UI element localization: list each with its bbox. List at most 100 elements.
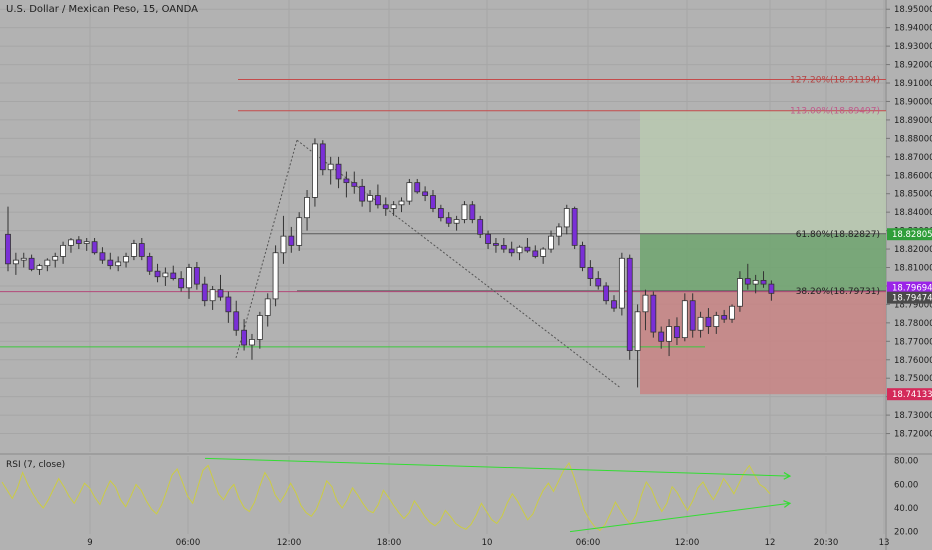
candle bbox=[437, 204, 444, 222]
candle-body bbox=[642, 294, 649, 313]
candle-body bbox=[532, 250, 539, 257]
candle bbox=[241, 319, 248, 351]
candle-body bbox=[390, 204, 397, 209]
rsi-trendline[interactable] bbox=[204, 457, 791, 477]
candle bbox=[319, 140, 326, 176]
candle bbox=[611, 295, 617, 312]
price-tick-label: 18.72000 bbox=[894, 430, 932, 440]
candle bbox=[469, 201, 476, 224]
candle-body bbox=[288, 235, 295, 246]
candle-body bbox=[414, 182, 421, 193]
rsi-tick-label: 80.00 bbox=[894, 457, 918, 467]
candle-body bbox=[115, 261, 122, 267]
candle bbox=[225, 291, 232, 323]
candle-body bbox=[12, 259, 19, 265]
price-tag-last bbox=[887, 281, 932, 294]
candle bbox=[485, 230, 491, 250]
fib-retracement-tool[interactable] bbox=[235, 139, 621, 388]
price-tick-label: 18.79000 bbox=[894, 300, 932, 310]
candle-body bbox=[186, 267, 192, 289]
candle bbox=[461, 201, 468, 224]
candle-body bbox=[256, 315, 263, 340]
candle-body bbox=[131, 243, 137, 257]
candle-body bbox=[697, 316, 704, 331]
candle bbox=[705, 308, 712, 334]
candle bbox=[233, 300, 240, 336]
candle bbox=[430, 190, 436, 213]
candle-body bbox=[374, 195, 381, 206]
rsi-trendline[interactable] bbox=[569, 502, 791, 533]
rsi-title[interactable]: RSI (7, close) bbox=[6, 460, 66, 470]
candle bbox=[193, 261, 200, 290]
candle bbox=[304, 190, 310, 231]
candle bbox=[414, 178, 421, 194]
candle-body bbox=[500, 244, 507, 250]
candle bbox=[107, 252, 114, 270]
time-axis[interactable]: 9 06:00 12:00 18:00 10 06:00 12:00 12 20:30 13 bbox=[87, 538, 889, 548]
candle bbox=[729, 304, 735, 323]
candle bbox=[579, 241, 586, 272]
price-tick-label: 18.76000 bbox=[894, 356, 932, 366]
time-tick-label: 12:00 bbox=[277, 538, 302, 548]
candle-body bbox=[493, 243, 499, 246]
candle bbox=[359, 178, 366, 207]
rsi-line bbox=[1, 462, 771, 532]
candle-body bbox=[28, 257, 35, 270]
candle bbox=[20, 252, 27, 268]
candle-body bbox=[721, 315, 728, 320]
stop-zone bbox=[640, 291, 886, 395]
candle bbox=[374, 184, 381, 209]
price-tick-label: 18.73000 bbox=[894, 411, 932, 421]
price-tag-label: 18.79474 bbox=[892, 294, 932, 304]
price-tick-label: 18.91000 bbox=[894, 79, 932, 89]
candle-body bbox=[99, 252, 106, 261]
candle bbox=[280, 215, 287, 264]
candle-body bbox=[398, 200, 405, 206]
candle bbox=[68, 237, 74, 253]
candle bbox=[249, 333, 255, 360]
fib-trend-line[interactable] bbox=[235, 140, 298, 359]
rsi-pane[interactable]: 80.00 60.00 40.00 20.00 bbox=[1, 457, 918, 538]
candle-body bbox=[343, 178, 350, 184]
candle bbox=[642, 289, 649, 331]
candle bbox=[713, 311, 720, 334]
position-zones bbox=[640, 110, 886, 395]
candle bbox=[500, 237, 507, 253]
price-tick-label: 18.95000 bbox=[894, 5, 932, 15]
time-tick-label: 10 bbox=[482, 538, 493, 548]
candle-body bbox=[272, 252, 279, 300]
candle-body bbox=[249, 339, 255, 346]
candle-body bbox=[162, 272, 169, 278]
candle bbox=[335, 156, 342, 189]
candle bbox=[264, 293, 271, 327]
candle bbox=[477, 215, 484, 238]
candle-body bbox=[154, 270, 161, 278]
candle-body bbox=[713, 315, 720, 327]
candle-body bbox=[319, 143, 326, 171]
candle bbox=[209, 285, 216, 310]
candle-body bbox=[422, 191, 429, 196]
candle bbox=[493, 237, 499, 253]
candle bbox=[272, 245, 279, 307]
candle bbox=[674, 317, 680, 345]
candle bbox=[595, 271, 602, 290]
candle-body bbox=[68, 239, 74, 246]
candle-body bbox=[296, 217, 303, 246]
candle bbox=[618, 252, 625, 316]
price-tick-label: 18.81000 bbox=[894, 264, 932, 274]
candle-body bbox=[44, 259, 51, 267]
candle bbox=[256, 311, 263, 349]
candle bbox=[351, 171, 358, 194]
time-tick-label: 06:00 bbox=[576, 538, 601, 548]
candle-body bbox=[382, 204, 389, 209]
candle-body bbox=[618, 257, 625, 309]
candle bbox=[587, 260, 594, 286]
candle bbox=[343, 171, 350, 198]
candle bbox=[721, 309, 728, 323]
candle-body bbox=[461, 204, 468, 220]
candle-body bbox=[75, 239, 82, 244]
symbol-title[interactable]: U.S. Dollar / Mexican Peso, 15, OANDA bbox=[6, 4, 198, 15]
candle bbox=[154, 263, 161, 283]
candle-body bbox=[548, 235, 554, 250]
